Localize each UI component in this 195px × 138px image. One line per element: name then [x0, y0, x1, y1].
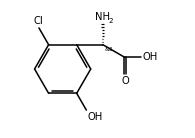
Text: 2: 2 [109, 18, 113, 24]
Text: Cl: Cl [33, 16, 43, 26]
Text: OH: OH [142, 52, 157, 62]
Text: OH: OH [87, 112, 103, 122]
Text: O: O [121, 76, 129, 86]
Text: &1: &1 [104, 47, 113, 52]
Text: NH: NH [95, 12, 110, 22]
